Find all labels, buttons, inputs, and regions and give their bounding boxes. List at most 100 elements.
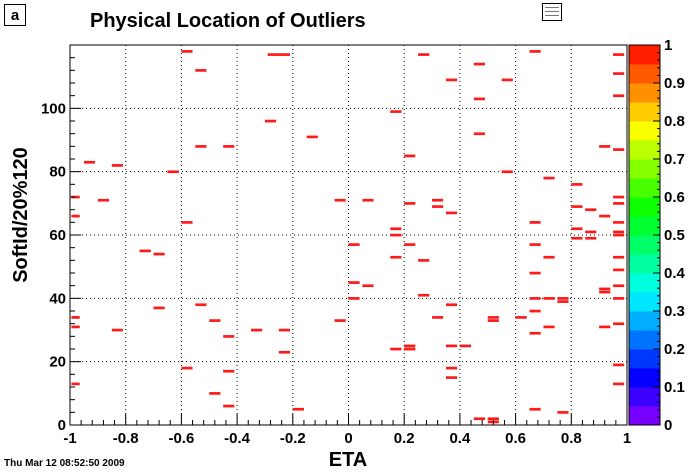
outlier-cell (599, 145, 611, 148)
outlier-cell (529, 243, 541, 246)
outlier-cell (571, 183, 583, 186)
palette-tick-label: 0.9 (664, 75, 685, 92)
outlier-cell (571, 227, 583, 231)
color-palette (628, 44, 661, 426)
palette-band (629, 102, 660, 122)
outlier-cell (348, 281, 360, 284)
outlier-cell (613, 230, 625, 234)
outlier-cell (613, 255, 625, 259)
x-tick-label: -1 (63, 430, 76, 447)
outlier-cell (404, 243, 416, 246)
outlier-cell (445, 78, 458, 82)
outlier-cell (83, 160, 96, 164)
palette-band (629, 178, 660, 198)
outlier-cell (181, 366, 193, 370)
x-axis-label: ETA (329, 449, 368, 471)
outlier-cell (459, 344, 472, 348)
palette-tick-label: 0.7 (664, 151, 685, 168)
outlier-cell (390, 227, 402, 231)
pad-label: a (4, 4, 26, 26)
outlier-cell (404, 347, 416, 351)
x-tick-labels: -1 -0.8 -0.6 -0.4 -0.2 0 0.2 0.4 0.6 0.8 1 (63, 430, 631, 447)
outlier-cell (348, 297, 360, 300)
outlier-cell (613, 382, 625, 386)
x-tick-label: -0.6 (168, 430, 194, 447)
outlier-cell (515, 316, 527, 319)
outlier-cell (543, 325, 555, 329)
outlier-cell (599, 325, 611, 329)
outlier-cell (334, 319, 346, 322)
palette-band (629, 64, 660, 84)
outlier-cell (223, 369, 235, 373)
x-tick-label: 0.6 (505, 430, 526, 447)
outlier-cell (209, 319, 221, 322)
y-tick-label: 20 (49, 354, 66, 371)
outlier-cell (390, 233, 402, 237)
palette-band (629, 387, 660, 407)
palette-band (629, 197, 660, 217)
palette-band (629, 311, 660, 331)
outlier-cell (445, 366, 458, 370)
palette-band (629, 140, 660, 160)
outlier-cell (473, 132, 485, 136)
outlier-cell (390, 110, 402, 113)
outlier-cell (181, 221, 193, 224)
y-axis-label: SoftId/20%120 (10, 147, 32, 283)
outlier-cell (139, 249, 151, 253)
ticks-layer (69, 44, 628, 426)
y-tick-label: 60 (49, 227, 66, 244)
outlier-cell (97, 198, 109, 202)
outlier-cell (613, 297, 625, 300)
x-tick-label: -0.2 (280, 430, 306, 447)
chart-title: Physical Location of Outliers (90, 10, 366, 32)
palette-tick-label: 1 (664, 37, 672, 54)
palette-tick-label: 0 (664, 417, 672, 434)
palette-band (629, 216, 660, 236)
outlier-cell (599, 290, 611, 294)
outlier-cell (223, 404, 235, 408)
palette-tick-label: 0.3 (664, 303, 685, 320)
outlier-cell (557, 411, 569, 414)
outlier-cell (613, 363, 625, 367)
outlier-cell (613, 322, 625, 326)
outlier-cell (153, 252, 165, 256)
outlier-cell (529, 309, 541, 313)
outlier-cell (501, 170, 513, 174)
palette-band (629, 45, 660, 65)
outlier-cell (223, 335, 235, 338)
palette-tick-label: 0.4 (664, 265, 686, 282)
outlier-cell (613, 284, 625, 288)
outlier-cell (167, 170, 179, 174)
palette-band (629, 330, 660, 350)
outlier-cell (445, 376, 458, 379)
outlier-cell (418, 259, 430, 262)
outlier-cell (153, 306, 165, 310)
outlier-cell (613, 221, 625, 224)
outlier-cell (306, 135, 318, 139)
outlier-cell (529, 331, 541, 335)
outlier-cell (613, 72, 625, 75)
outlier-cell (585, 236, 597, 240)
outlier-cell (278, 328, 291, 332)
outlier-cell (613, 94, 625, 98)
stats-box-icon[interactable] (542, 3, 562, 21)
outlier-cell (209, 392, 221, 395)
x-tick-label: -0.8 (113, 430, 139, 447)
outlier-cell (292, 407, 304, 411)
palette-labels: 0 0.1 0.2 0.3 0.4 0.5 0.6 0.7 0.8 0.9 1 (664, 37, 686, 434)
outlier-cell (195, 145, 207, 148)
x-tick-label: 0.4 (449, 430, 471, 447)
outlier-cell (571, 236, 583, 240)
outlier-cell (543, 255, 555, 259)
outlier-cell (585, 208, 597, 212)
outlier-cell (473, 417, 485, 421)
outlier-cell (487, 319, 499, 322)
outlier-cell (487, 417, 499, 421)
outlier-cell (71, 325, 80, 329)
outlier-cell (195, 303, 207, 307)
outlier-cell (404, 202, 416, 205)
outlier-cell (613, 202, 625, 205)
outlier-cell (529, 271, 541, 275)
palette-band (629, 254, 660, 274)
outlier-cell (445, 303, 458, 307)
